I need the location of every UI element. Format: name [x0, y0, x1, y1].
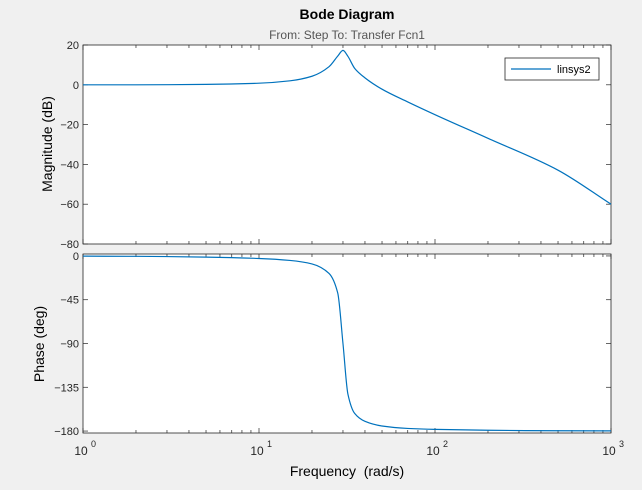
magnitude-ytick-label: −20 — [60, 120, 79, 132]
phase-ytick-labels: 0 −45 −90 −135 −180 — [54, 251, 79, 438]
magnitude-ytick-label: −60 — [60, 199, 79, 211]
magnitude-series-line — [82, 49, 612, 205]
frequency-xtick-exponent: 2 — [443, 439, 448, 449]
frequency-xtick-exponent: 1 — [267, 439, 272, 449]
frequency-xlabel: Frequency (rad/s) — [290, 463, 404, 479]
magnitude-axes-frame — [82, 44, 612, 245]
legend[interactable]: linsys2 — [504, 57, 600, 81]
legend-box[interactable] — [504, 57, 600, 81]
frequency-xtick-labels: 10 0 10 1 10 2 10 3 — [74, 439, 624, 458]
figure-subtitle: From: Step To: Transfer Fcn1 — [269, 28, 425, 42]
frequency-xtick-exponent: 3 — [619, 439, 624, 449]
frequency-xtick-label: 10 — [602, 444, 616, 458]
phase-ylabel: Phase (deg) — [31, 306, 47, 382]
frequency-xtick-exponent: 0 — [91, 439, 96, 449]
magnitude-ytick-label: 20 — [67, 40, 79, 52]
phase-ytick-label: −45 — [60, 295, 79, 307]
frequency-xtick-label: 10 — [426, 444, 440, 458]
frequency-xtick-label: 10 — [250, 444, 264, 458]
phase-ytick-label: 0 — [73, 251, 79, 263]
phase-ytick-label: −180 — [54, 426, 79, 438]
magnitude-ytick-labels: 20 0 −20 −40 −60 −80 — [60, 40, 79, 251]
legend-entry-label: linsys2 — [557, 64, 591, 76]
phase-series-line — [82, 255, 612, 432]
frequency-xtick-label: 10 — [74, 444, 88, 458]
figure-title: Bode Diagram — [300, 6, 395, 22]
phase-ytick-label: −90 — [60, 339, 79, 351]
phase-axes[interactable]: 0 −45 −90 −135 −180 Phase (deg) — [31, 251, 612, 438]
phase-axes-frame — [82, 253, 612, 434]
phase-ytick-label: −135 — [54, 382, 79, 394]
magnitude-ylabel: Magnitude (dB) — [39, 96, 55, 192]
magnitude-ytick-label: 0 — [73, 80, 79, 92]
magnitude-ytick-label: −80 — [60, 239, 79, 251]
magnitude-ytick-label: −40 — [60, 159, 79, 171]
phase-plot-area[interactable] — [83, 254, 611, 433]
